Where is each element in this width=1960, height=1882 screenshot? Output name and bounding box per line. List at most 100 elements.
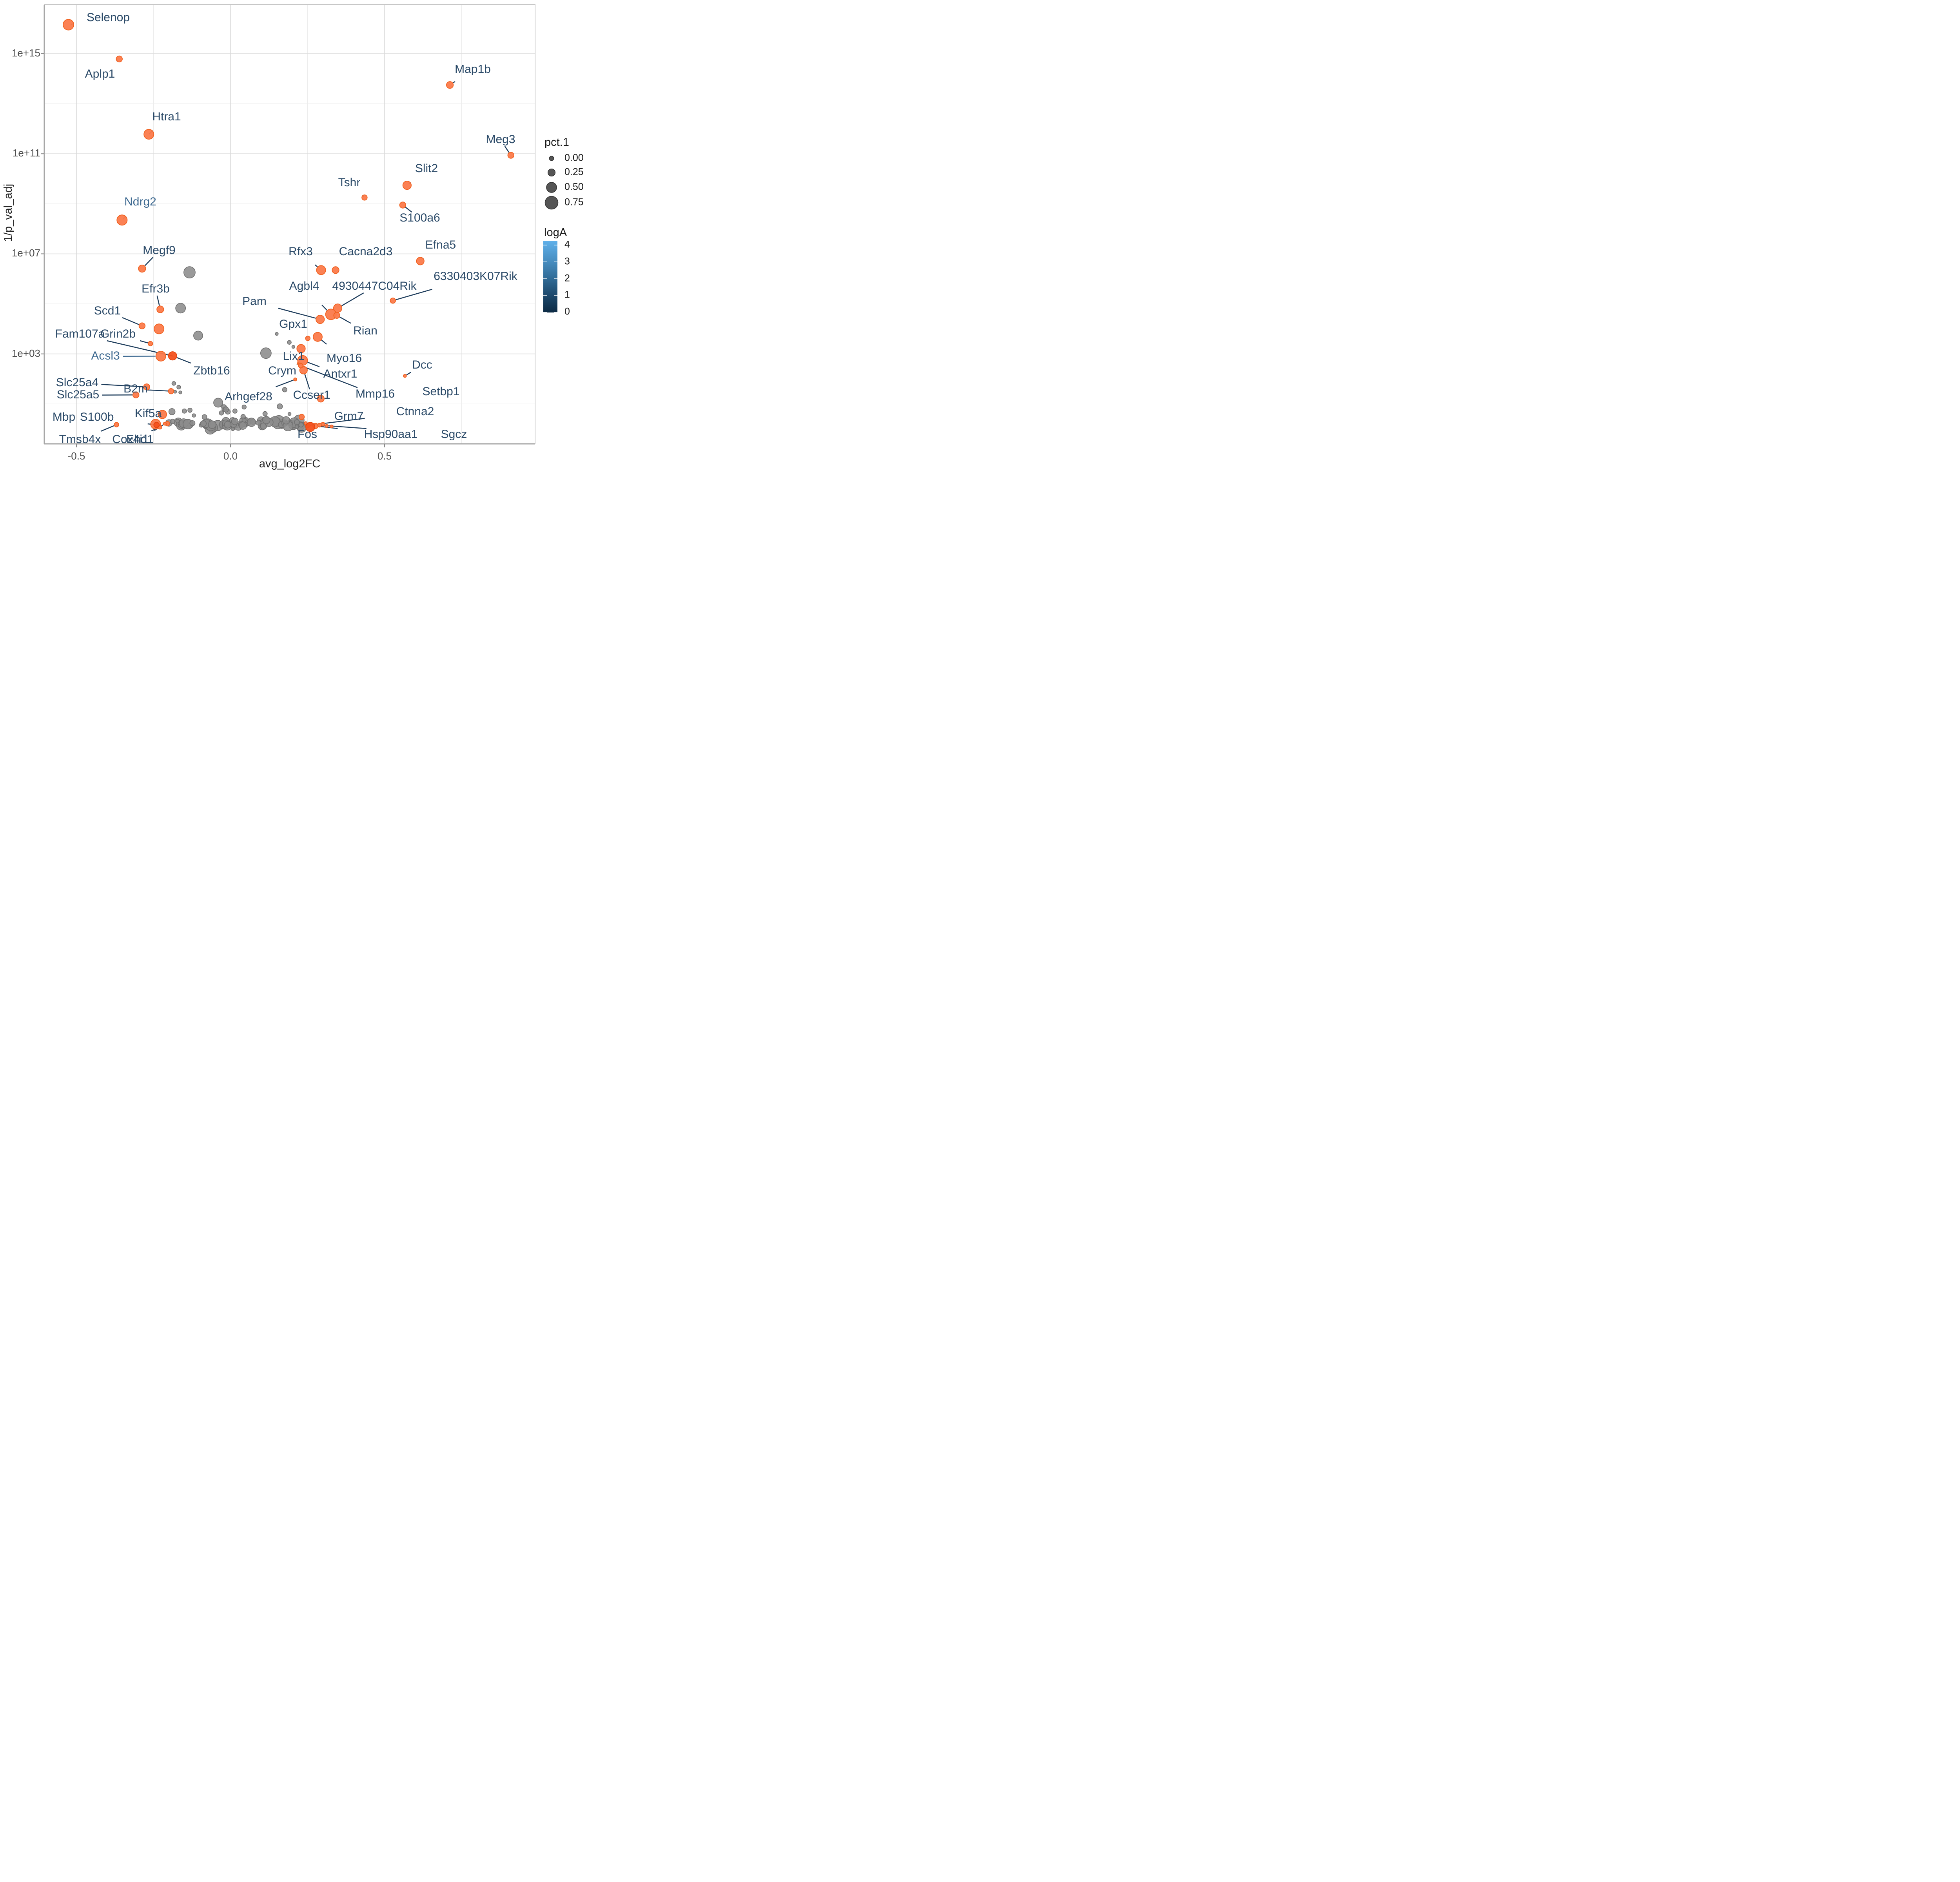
gene-label: 6330403K07Rik: [434, 270, 518, 283]
gene-label: Acsl3: [91, 349, 120, 362]
gray-point: [193, 331, 203, 341]
gene-label: Myo16: [327, 352, 362, 365]
gray-point: [219, 410, 224, 416]
gene-label: Tmsb4x: [59, 433, 101, 446]
gray-point: [282, 416, 290, 425]
gene-point: [507, 152, 514, 159]
gene-label: Ehd1: [126, 433, 154, 446]
gene-point: [143, 383, 150, 391]
gene-label: Meg3: [486, 133, 515, 146]
leader-line: [341, 292, 364, 307]
gene-point: [298, 414, 305, 420]
gray-point: [291, 345, 296, 349]
gene-label: Cacna2d3: [339, 245, 393, 258]
gene-point: [399, 202, 407, 209]
leader-line: [147, 389, 168, 392]
legend-size-label-2: 0.50: [564, 182, 584, 193]
y-tick-1e11: 1e+11: [13, 147, 40, 159]
gene-point: [446, 81, 454, 89]
gray-point: [282, 387, 287, 392]
gene-label: Rian: [353, 324, 377, 337]
gene-point: [333, 303, 343, 313]
gray-points: [165, 266, 307, 435]
gene-point: [330, 424, 334, 429]
gene-label: Kif5a: [135, 407, 162, 420]
legend-size: pct.1 0.00 0.25 0.50 0.75: [544, 136, 584, 210]
gene-label: Lix1: [283, 350, 304, 363]
leader-line: [140, 340, 148, 343]
gene-label: Ccser1: [293, 389, 330, 401]
gene-label: Zbtb16: [193, 364, 230, 377]
colorbar-label-0: 0: [564, 306, 570, 317]
gene-label: Tshr: [338, 176, 361, 189]
leader-line: [406, 372, 412, 376]
gene-label: Arhgef28: [225, 390, 272, 403]
leader-lines: [71, 23, 510, 432]
gray-point: [239, 421, 247, 430]
gene-point: [163, 421, 167, 426]
x-axis-title: avg_log2FC: [259, 458, 320, 470]
gene-point: [114, 422, 119, 427]
gene-label: Slc25a4: [56, 376, 98, 389]
gene-label: S100b: [80, 411, 114, 423]
chart-canvas: Selenop Aplp1 Htra1 Ndrg2 Map1b Meg3 Slit2 Tshr…: [2, 4, 584, 470]
gray-point: [178, 391, 182, 394]
gene-label: Grin2b: [100, 327, 136, 340]
x-tick-labels: -0.5 0.0 0.5: [68, 450, 392, 462]
leader-line: [405, 207, 412, 213]
gene-label: Crym: [268, 364, 296, 377]
gene-label: Mbp: [53, 411, 75, 423]
gray-point: [247, 418, 256, 427]
legend-size-circle: [544, 196, 559, 210]
gene-point: [312, 332, 323, 342]
gene-label: Fam107a: [55, 327, 105, 340]
gray-point: [294, 425, 299, 429]
gene-label: Htra1: [152, 110, 181, 123]
gray-point: [241, 404, 247, 410]
gene-point: [155, 351, 166, 362]
leader-line: [144, 257, 154, 266]
gene-label: Hsp90aa1: [364, 428, 418, 441]
leader-line: [314, 264, 318, 267]
gray-point: [187, 407, 192, 413]
legend-size-circle: [546, 182, 557, 193]
leader-line: [396, 289, 432, 300]
gridlines: [44, 5, 535, 444]
x-tick-00: 0.0: [223, 450, 238, 462]
gene-point: [403, 374, 407, 378]
gray-point: [287, 412, 292, 416]
gene-label: Map1b: [455, 63, 491, 76]
gray-point: [192, 413, 196, 418]
x-tick-05: 0.5: [377, 450, 392, 462]
leader-line: [156, 295, 160, 306]
leader-line: [122, 317, 139, 325]
gene-point: [317, 395, 325, 403]
gray-point: [287, 340, 292, 345]
gene-label: Dcc: [412, 358, 432, 371]
gene-label: Selenop: [87, 11, 130, 24]
gene-point: [325, 424, 329, 428]
gray-point: [175, 303, 186, 314]
gray-point: [171, 381, 176, 386]
gray-point: [240, 414, 246, 420]
colorbar-label-1: 1: [564, 289, 570, 300]
gene-point: [317, 423, 322, 428]
gene-label: Rfx3: [289, 245, 313, 258]
gene-label: Slit2: [415, 162, 438, 175]
gene-point-dark: [305, 422, 316, 432]
legend-size-label-3: 0.75: [564, 197, 584, 208]
y-tick-labels: 1e+15 1e+11 1e+07 1e+03: [12, 47, 40, 359]
leader-line: [100, 425, 114, 432]
gene-label: Scd1: [94, 304, 121, 317]
colorbar-label-4: 4: [564, 239, 570, 250]
gray-point: [168, 408, 176, 415]
gene-label: B2m: [123, 382, 148, 395]
legend-colorbar: logA 4 3 2 1 0: [543, 226, 570, 317]
gene-point: [402, 180, 412, 190]
gray-point: [181, 408, 187, 414]
gene-point: [333, 312, 340, 319]
gray-point: [183, 266, 196, 279]
gene-point: [361, 194, 368, 201]
colorbar-gradient: [543, 241, 557, 312]
gene-point: [296, 344, 306, 353]
